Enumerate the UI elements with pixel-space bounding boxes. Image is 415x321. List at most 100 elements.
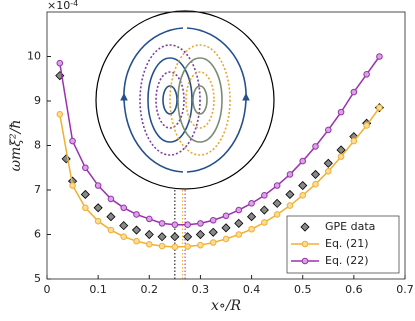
circle-marker [94,182,102,189]
inset-circle [95,10,275,190]
y-scale-label: ×10-4 [47,0,78,12]
circle-marker [324,168,332,175]
y-tick-label: 8 [34,139,41,152]
vortex-right [169,27,250,173]
circle-marker [184,221,191,229]
diamond-marker [93,203,103,213]
diamond-marker [323,158,333,168]
streamline [162,85,178,115]
streamline [177,57,223,143]
x-tick-label: 0 [44,283,51,296]
diamond-marker [298,180,308,191]
overlay: 0 0.1 0.2 0.3 0.4 0.5 0.6 0.7 5 6 7 8 9 10 ×10-4 x∘/R ωm… [8,0,414,314]
circle-marker [69,137,76,145]
circle-marker [350,88,358,96]
circle-marker [299,192,307,199]
circle-marker [261,219,268,226]
streamline [185,71,215,129]
circle-marker [158,242,166,250]
circle-marker [107,226,115,234]
circle-marker [312,143,319,150]
vortex-left [120,27,201,173]
diamond-marker [195,229,205,240]
diamond-marker [80,189,90,200]
x-tick-label: 0.2 [141,283,159,296]
circle-marker [286,171,294,178]
diamond-marker [300,222,310,232]
x-tick-label: 0.7 [396,283,414,296]
legend-label: Eq. (21) [325,237,369,250]
circle-marker [350,137,358,145]
y-axis-label: ωmξ²/ħ [8,120,24,172]
diamond-marker [119,221,129,231]
x-tick-label: 0.5 [294,283,312,296]
circle-marker [133,237,140,245]
circle-marker [312,180,319,188]
diamond-marker [221,223,231,233]
circle-marker [145,215,153,223]
diamond-marker [106,212,116,222]
circle-marker [94,217,102,225]
streamline [169,44,231,156]
legend: GPE data Eq. (21) Eq. (22) [286,215,400,274]
diamond-marker [208,227,218,237]
diamond-marker [61,154,71,164]
circle-marker [222,212,230,220]
circle-marker [82,204,89,212]
x-tick-label: 0.1 [89,283,107,296]
diamond-marker [157,232,167,242]
diamond-marker [272,198,282,208]
circle-marker [197,241,204,249]
circle-marker [197,220,204,227]
y-tick-label: 5 [34,272,41,285]
circle-marker [56,111,64,118]
circle-marker [222,235,230,243]
circle-marker [301,240,309,248]
circle-marker [261,192,268,199]
circle-marker [82,164,89,172]
circle-marker [158,220,166,227]
circle-marker [171,221,179,229]
arrow [242,92,250,101]
x-axis-label: x∘/R [211,298,241,314]
streamline [147,57,193,143]
circle-marker [363,71,370,78]
circle-marker [56,59,64,67]
circle-marker [69,182,76,189]
arrow [120,92,128,101]
streamline [139,44,201,156]
circle-marker [299,157,307,165]
circle-marker [184,243,191,250]
x-tick-label: 0.4 [243,283,261,296]
y-scale-base: ×10 [47,0,70,12]
legend-label: Eq. (22) [325,254,369,267]
circle-marker [273,182,281,189]
circle-marker [107,195,115,203]
streamline [192,85,208,115]
diamond-marker [285,189,295,200]
circle-marker [133,211,140,218]
circle-marker [363,122,370,129]
circle-marker [235,206,243,214]
circle-marker [376,104,383,111]
streamline [155,71,185,129]
circle-marker [301,257,309,265]
circle-marker [120,204,128,212]
diamond-marker [234,218,244,228]
circle-marker [235,231,243,238]
diamond-marker [170,232,180,242]
diamond-marker [144,229,154,240]
x-tick-label: 0.6 [345,283,363,296]
circle-marker [337,153,345,160]
diamond-marker [259,205,269,215]
circle-marker [337,108,345,116]
circle-marker [171,243,179,251]
y-tick-label: 10 [27,50,41,63]
legend-label: GPE data [325,220,375,233]
circle-marker [286,202,294,209]
circle-marker [120,233,128,241]
circle-marker [324,126,332,134]
circle-marker [209,239,217,246]
circle-marker [376,53,383,60]
